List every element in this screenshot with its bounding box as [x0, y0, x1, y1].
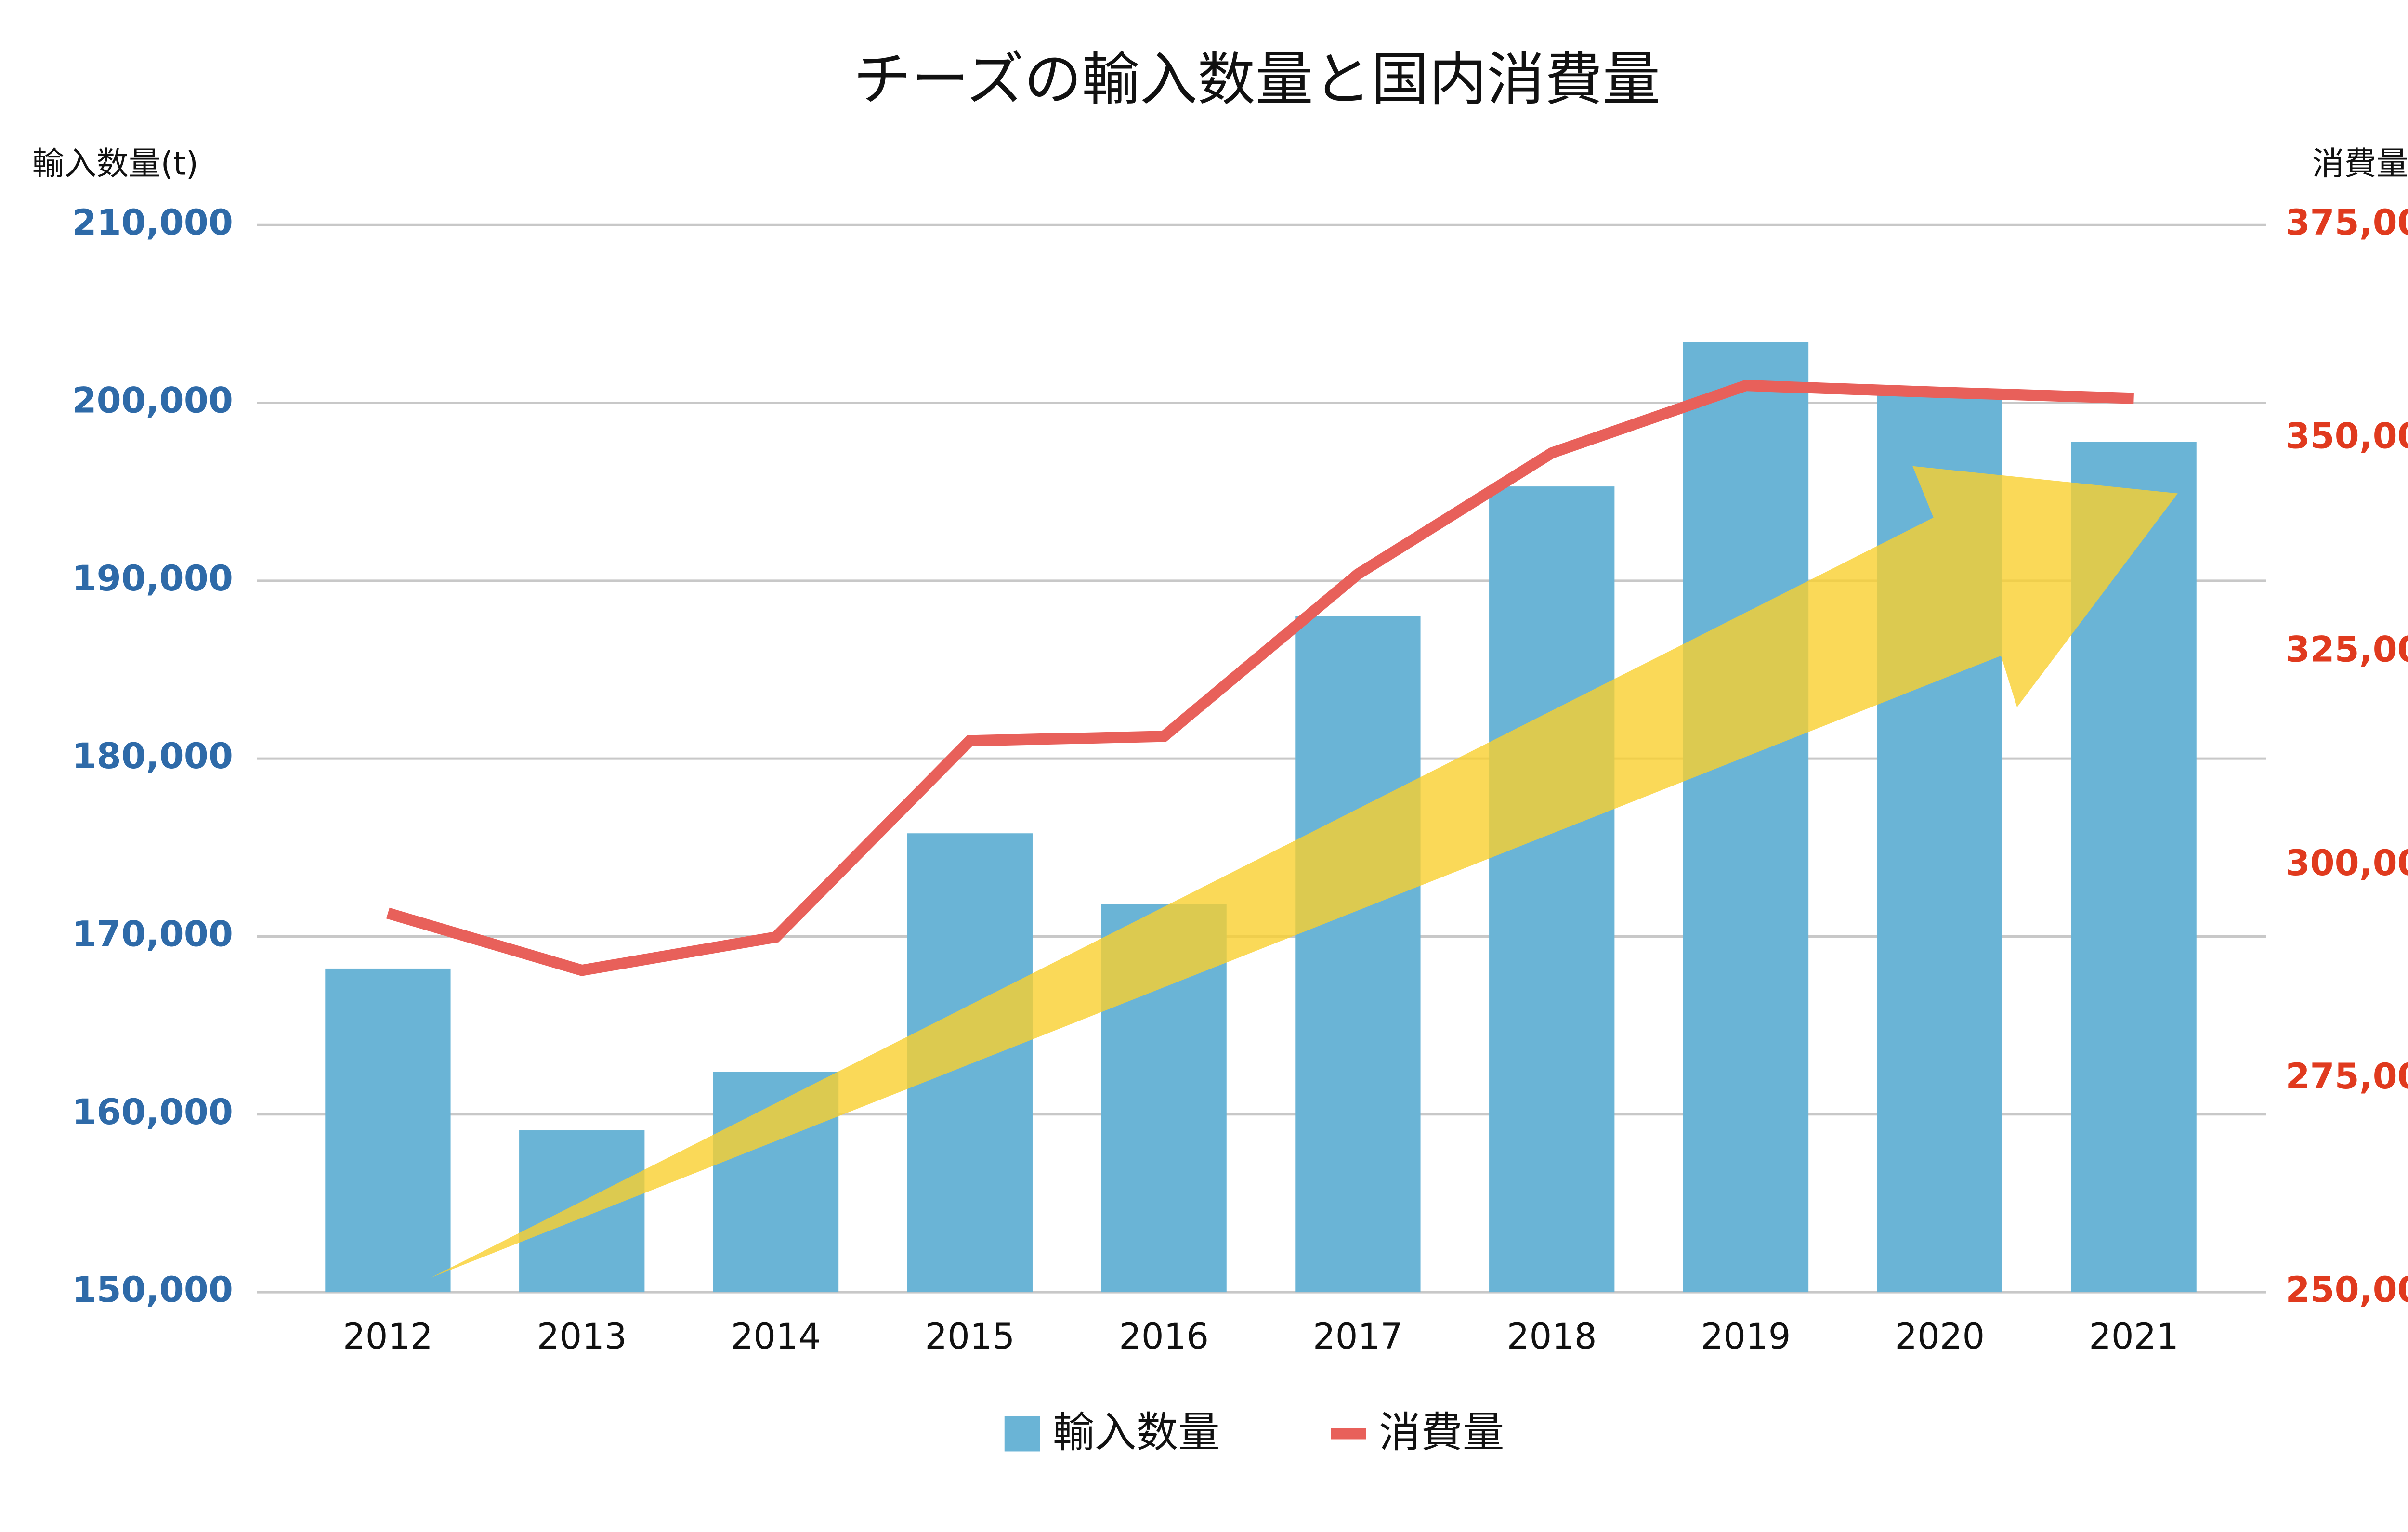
x-tick-label: 2013 — [537, 1316, 627, 1357]
legend-label: 消費量 — [1379, 1408, 1504, 1457]
y-tick-label: 160,000 — [72, 1092, 233, 1133]
y-axis-title: 輸入数量(t) — [32, 144, 198, 182]
y-tick-label: 190,000 — [72, 558, 233, 599]
x-tick-label: 2019 — [1701, 1316, 1791, 1357]
y2-tick-label: 350,000 — [2285, 416, 2408, 457]
bar — [1295, 616, 1421, 1293]
y-tick-label: 150,000 — [72, 1270, 233, 1310]
y-tick-label: 200,000 — [72, 380, 233, 421]
x-tick-label: 2016 — [1119, 1316, 1209, 1357]
chart-title: チーズの輸入数量と国内消費量 — [853, 46, 1661, 113]
x-tick-label: 2020 — [1895, 1316, 1985, 1357]
y2-tick-label: 275,000 — [2285, 1056, 2408, 1097]
line — [386, 380, 2134, 976]
y2-axis-title: 消費量(t) — [2312, 144, 2408, 182]
bar — [1683, 342, 1809, 1293]
legend-label: 輸入数量 — [1053, 1408, 1220, 1457]
x-tick-label: 2018 — [1507, 1316, 1597, 1357]
x-tick-label: 2015 — [925, 1316, 1015, 1357]
bar — [325, 968, 451, 1293]
y-tick-label: 170,000 — [72, 914, 233, 955]
y2-tick-label: 300,000 — [2285, 843, 2408, 884]
labels: 150,000 160,000 170,000 180,000 190,000 200,0… — [72, 202, 2408, 1357]
y-tick-label: 210,000 — [72, 202, 233, 243]
y2-tick-label: 250,000 — [2285, 1270, 2408, 1310]
y2-tick-label: 375,000 — [2285, 202, 2408, 243]
trend-arrow — [431, 466, 2178, 1278]
y-tick-label: 180,000 — [72, 736, 233, 777]
x-tick-label: 2021 — [2089, 1316, 2179, 1357]
x-tick-label: 2012 — [343, 1316, 433, 1357]
legend-swatch — [1004, 1416, 1040, 1452]
bar — [1489, 486, 1615, 1293]
x-tick-label: 2017 — [1313, 1316, 1403, 1357]
x-tick-label: 2014 — [731, 1316, 821, 1357]
lines — [386, 380, 2134, 976]
y2-tick-label: 325,000 — [2285, 629, 2408, 670]
